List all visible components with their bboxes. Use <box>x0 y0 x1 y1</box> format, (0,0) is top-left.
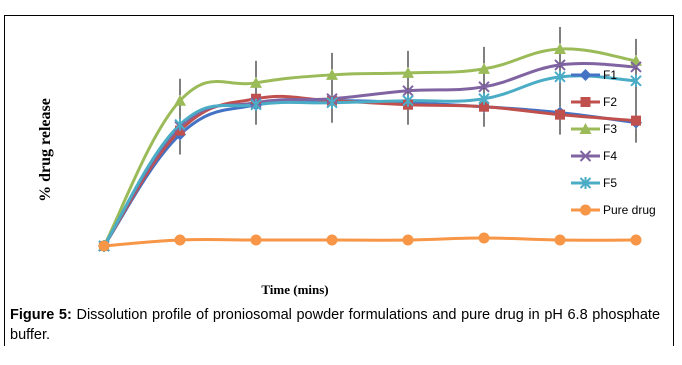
legend: F1 F2 F3 F4 F5 Pure drug <box>571 68 656 217</box>
legend-item-pure-drug: Pure drug <box>571 203 656 217</box>
legend-swatch-marker <box>579 69 592 81</box>
point-f5-6 <box>478 92 490 105</box>
legend-swatch-marker <box>579 150 592 162</box>
caption-label: Figure 5: <box>10 307 72 323</box>
legend-swatch-marker <box>580 97 591 107</box>
point-pure-drug-7 <box>554 234 566 246</box>
point-pure-drug-2 <box>174 234 186 246</box>
point-f3-2 <box>174 94 186 106</box>
legend-label: F1 <box>603 68 617 82</box>
point-f2-6 <box>479 101 489 112</box>
point-f5-2 <box>174 118 186 131</box>
x-axis-label: Time (mins) <box>261 282 329 297</box>
point-f3-5 <box>402 66 414 78</box>
legend-item-f5: F5 <box>571 176 617 190</box>
legend-label: Pure drug <box>603 203 656 217</box>
y-axis-label: % drug release <box>37 98 54 202</box>
figure-frame <box>4 15 674 346</box>
point-f3-7 <box>554 42 566 54</box>
legend-swatch-marker <box>579 123 592 134</box>
legend-label: F4 <box>603 149 617 163</box>
point-pure-drug-5 <box>402 234 414 246</box>
point-f5-3 <box>250 98 262 111</box>
series-markers <box>98 42 642 252</box>
point-f5-5 <box>402 94 414 107</box>
legend-swatch-marker <box>580 204 591 216</box>
chart-plot: F1 F2 F3 F4 F5 Pure drug <box>98 26 656 252</box>
legend-swatch-marker <box>579 177 592 189</box>
point-f4-5 <box>402 85 414 97</box>
legend-item-f2: F2 <box>571 95 617 109</box>
point-pure-drug-4 <box>326 234 338 246</box>
legend-item-f1: F1 <box>571 68 617 82</box>
point-f3-6 <box>478 62 490 74</box>
point-f5-7 <box>554 70 566 83</box>
point-f2-7 <box>555 109 565 120</box>
point-f2-8 <box>631 115 641 126</box>
caption-text: Dissolution profile of proniosomal powde… <box>10 307 661 343</box>
point-pure-drug-1 <box>98 240 110 252</box>
point-f4-8 <box>630 61 642 73</box>
legend-item-f4: F4 <box>571 149 617 163</box>
legend-label: F5 <box>603 176 617 190</box>
series-line-f4 <box>102 62 637 247</box>
series-lines <box>102 47 637 248</box>
point-f4-6 <box>478 81 490 93</box>
point-f4-7 <box>554 59 566 71</box>
legend-item-f3: F3 <box>571 122 617 136</box>
point-f3-3 <box>250 76 262 88</box>
point-pure-drug-3 <box>250 234 262 246</box>
legend-label: F3 <box>603 122 617 136</box>
series-line-f5 <box>102 74 637 247</box>
point-f5-4 <box>326 96 338 109</box>
series-line-pure-drug <box>103 236 637 248</box>
point-pure-drug-6 <box>478 232 490 244</box>
point-pure-drug-8 <box>630 234 642 246</box>
point-f3-4 <box>326 68 338 80</box>
point-f5-8 <box>630 74 642 87</box>
figure-caption: Figure 5: Dissolution profile of pronios… <box>10 305 660 345</box>
legend-label: F2 <box>603 95 617 109</box>
